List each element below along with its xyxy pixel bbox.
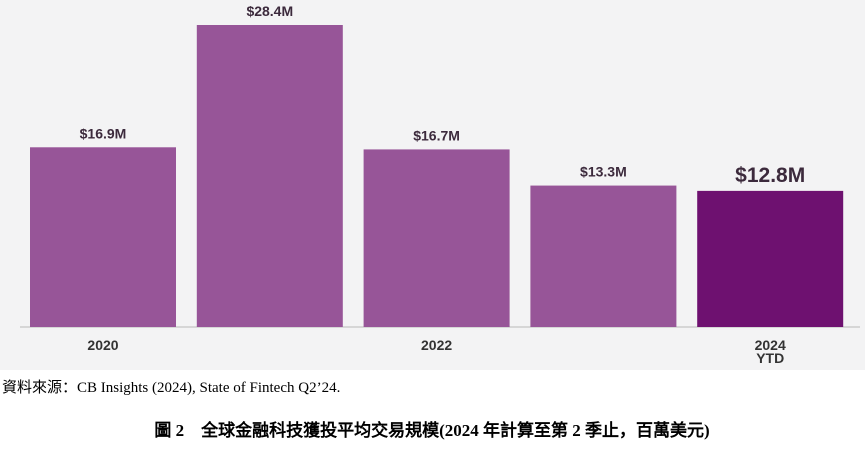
x-tick-label: 2024 YTD: [755, 337, 786, 366]
bar: [530, 185, 677, 327]
bar: [30, 147, 176, 327]
x-tick-label: 2020: [87, 337, 118, 353]
value-label: $13.3M: [580, 164, 627, 180]
x-tick-label: 2022: [421, 337, 452, 353]
bar: [363, 149, 510, 327]
bar: [697, 190, 844, 327]
value-label: $12.8M: [735, 164, 805, 187]
value-label: $16.7M: [413, 127, 460, 143]
bar: [196, 25, 343, 327]
source-note: 資料來源：CB Insights (2024), State of Fintec…: [2, 379, 340, 396]
figure-caption: 圖 2 全球金融科技獲投平均交易規模(2024 年計算至第 2 季止，百萬美元): [154, 420, 709, 440]
value-label: $28.4M: [246, 3, 293, 19]
value-label: $16.9M: [80, 125, 127, 141]
